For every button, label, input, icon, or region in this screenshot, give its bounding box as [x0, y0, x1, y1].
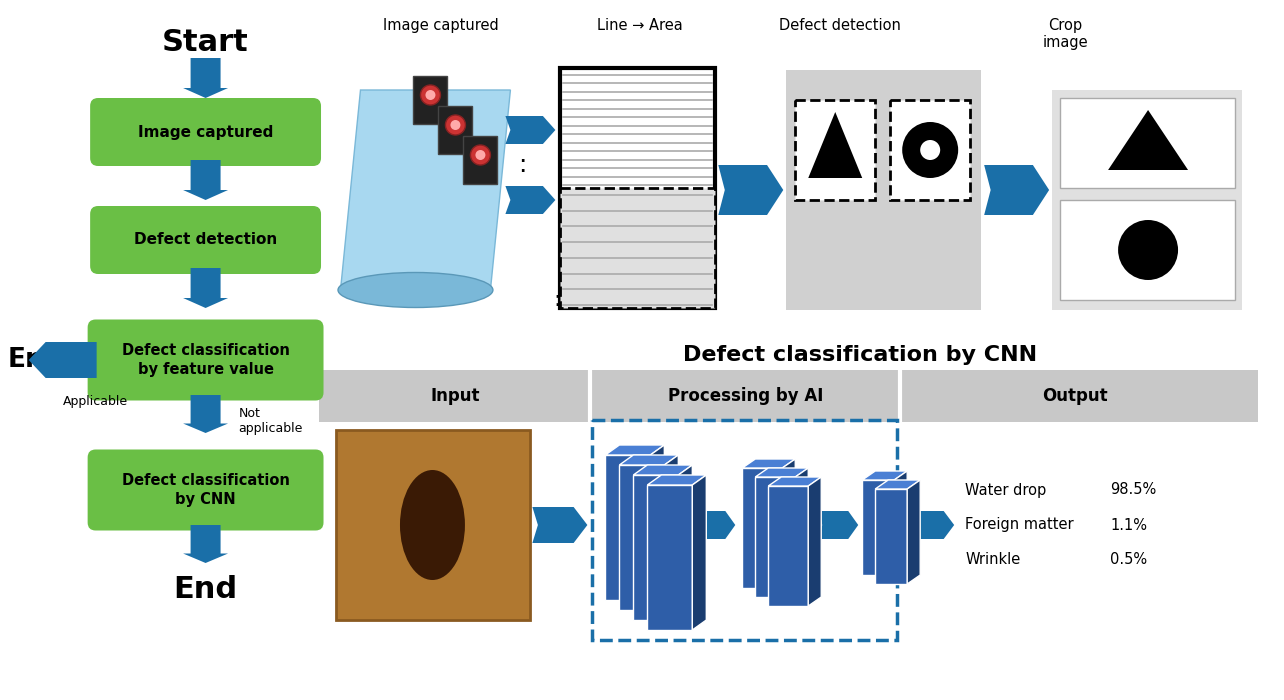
Text: :: :	[519, 153, 526, 177]
Bar	[605, 455, 650, 600]
Bar	[786, 70, 981, 310]
Polygon shape	[1108, 110, 1188, 170]
Polygon shape	[808, 112, 863, 178]
Polygon shape	[755, 468, 808, 477]
Text: Processing by AI: Processing by AI	[668, 387, 823, 405]
Bar	[335, 430, 530, 620]
Polygon shape	[863, 471, 908, 480]
Polygon shape	[908, 480, 921, 584]
Circle shape	[425, 90, 435, 100]
Text: Input: Input	[430, 387, 480, 405]
Text: Image captured: Image captured	[137, 125, 273, 139]
Text: Defect detection: Defect detection	[134, 232, 277, 248]
Bar	[768, 486, 808, 606]
Bar	[742, 468, 782, 588]
Bar	[863, 480, 894, 575]
Bar	[795, 100, 876, 200]
Polygon shape	[718, 165, 783, 215]
FancyBboxPatch shape	[413, 76, 447, 124]
Text: Wrinkle: Wrinkle	[966, 552, 1021, 568]
Bar	[592, 420, 898, 640]
Polygon shape	[184, 58, 229, 98]
Polygon shape	[506, 116, 556, 144]
FancyBboxPatch shape	[87, 319, 324, 400]
Bar	[560, 188, 715, 308]
Text: Output: Output	[1043, 387, 1108, 405]
Polygon shape	[912, 511, 954, 539]
Polygon shape	[619, 455, 678, 465]
Bar	[560, 68, 715, 308]
FancyBboxPatch shape	[464, 136, 497, 184]
Polygon shape	[742, 459, 795, 468]
Polygon shape	[28, 342, 96, 378]
Circle shape	[475, 150, 485, 160]
Bar	[318, 370, 1258, 422]
Polygon shape	[605, 445, 664, 455]
Polygon shape	[768, 477, 822, 486]
Text: End: End	[8, 347, 63, 373]
Text: Applicable: Applicable	[63, 395, 128, 408]
Circle shape	[446, 115, 465, 135]
Polygon shape	[506, 186, 556, 214]
Text: End: End	[173, 575, 238, 605]
Bar	[633, 475, 678, 620]
Bar	[1061, 200, 1235, 300]
Bar	[619, 465, 664, 610]
Text: Defect classification
by feature value: Defect classification by feature value	[122, 343, 289, 377]
Text: Start: Start	[162, 28, 249, 57]
Text: Water drop: Water drop	[966, 482, 1046, 498]
Polygon shape	[678, 465, 692, 620]
Circle shape	[420, 85, 440, 105]
Circle shape	[903, 122, 958, 178]
Polygon shape	[650, 445, 664, 600]
Polygon shape	[664, 455, 678, 610]
Text: Line → Area: Line → Area	[597, 18, 683, 33]
Ellipse shape	[338, 272, 493, 307]
Polygon shape	[184, 525, 229, 563]
Bar	[755, 477, 795, 597]
Text: Defect classification
by CNN: Defect classification by CNN	[122, 473, 289, 507]
Text: 0.5%: 0.5%	[1111, 552, 1147, 568]
Text: Image captured: Image captured	[383, 18, 498, 33]
Polygon shape	[876, 480, 921, 489]
Polygon shape	[696, 511, 736, 539]
FancyBboxPatch shape	[438, 106, 473, 154]
Bar	[1052, 90, 1242, 310]
Polygon shape	[533, 507, 587, 543]
Polygon shape	[894, 471, 908, 575]
Circle shape	[921, 140, 940, 160]
Text: Defect classification by CNN: Defect classification by CNN	[683, 345, 1037, 365]
Text: Foreign matter: Foreign matter	[966, 517, 1073, 533]
Polygon shape	[184, 395, 229, 433]
Text: 98.5%: 98.5%	[1111, 482, 1157, 498]
Polygon shape	[795, 468, 808, 597]
Bar	[876, 489, 908, 584]
Polygon shape	[782, 459, 795, 588]
FancyBboxPatch shape	[90, 98, 321, 166]
FancyBboxPatch shape	[90, 206, 321, 274]
Polygon shape	[633, 465, 692, 475]
Polygon shape	[818, 511, 858, 539]
Polygon shape	[692, 475, 706, 630]
Text: :: :	[553, 290, 561, 310]
Polygon shape	[984, 165, 1049, 215]
Polygon shape	[647, 475, 706, 485]
Text: Defect detection: Defect detection	[779, 18, 901, 33]
Bar	[647, 485, 692, 630]
Bar	[890, 100, 971, 200]
Circle shape	[451, 120, 461, 130]
Circle shape	[470, 145, 490, 165]
Text: 1.1%: 1.1%	[1111, 517, 1147, 533]
Polygon shape	[340, 90, 511, 290]
Bar	[1061, 98, 1235, 188]
Polygon shape	[184, 160, 229, 200]
Text: Crop
image: Crop image	[1043, 18, 1088, 50]
Polygon shape	[808, 477, 822, 606]
Ellipse shape	[401, 470, 465, 580]
Circle shape	[1118, 220, 1177, 280]
Text: Not
applicable: Not applicable	[239, 407, 303, 435]
Polygon shape	[184, 268, 229, 308]
FancyBboxPatch shape	[87, 449, 324, 531]
